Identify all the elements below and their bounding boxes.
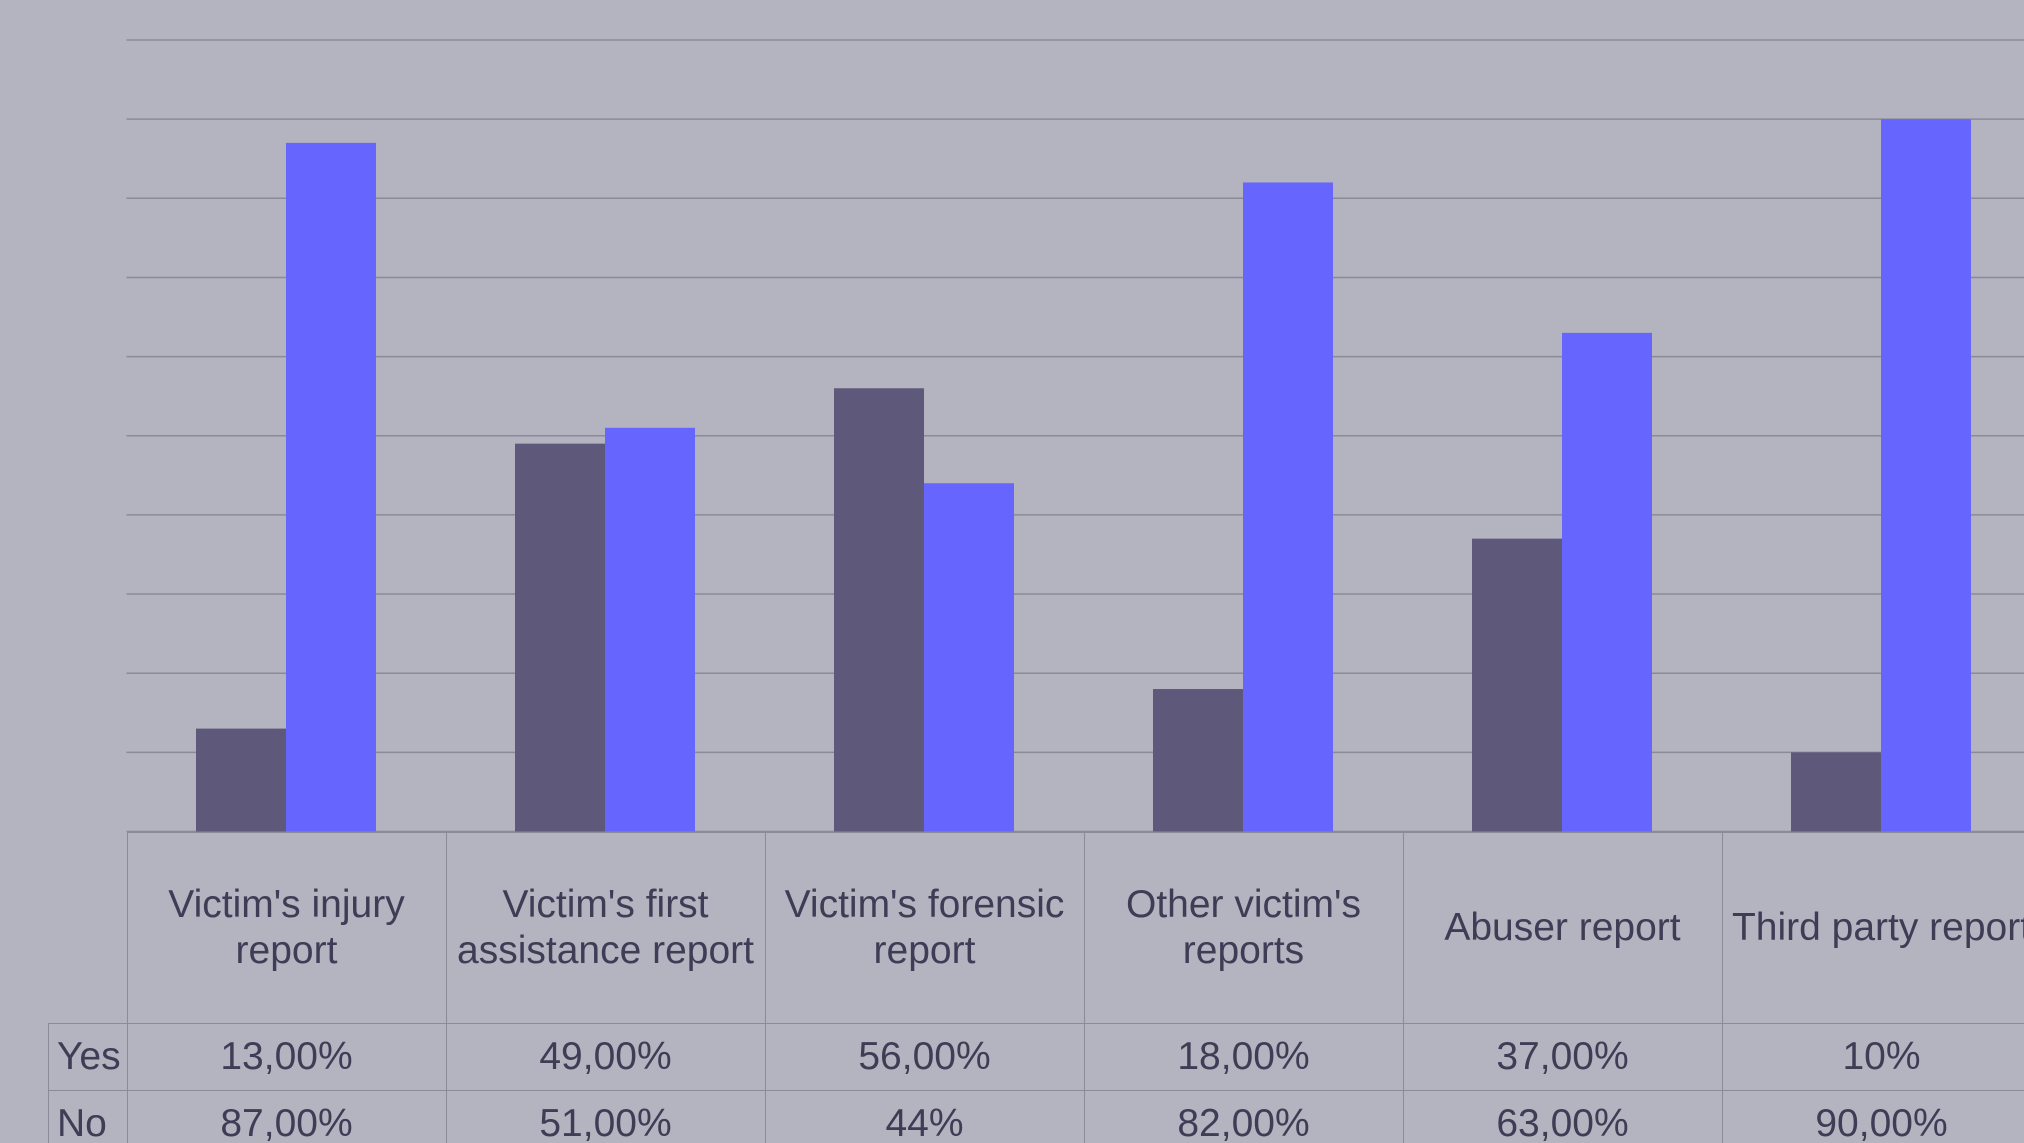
bar xyxy=(834,388,924,832)
category-label: Third party report xyxy=(1721,831,2024,1024)
value-label: 37,00% xyxy=(1402,1022,1723,1091)
category-label: Victim's injury report xyxy=(126,831,447,1024)
bar xyxy=(515,443,605,832)
value-label: 13,00% xyxy=(126,1022,447,1091)
bar xyxy=(1243,182,1333,832)
value-label: 18,00% xyxy=(1083,1022,1404,1091)
bar xyxy=(924,483,1014,832)
legend-label: No xyxy=(48,1089,128,1143)
bar xyxy=(196,728,286,832)
bar xyxy=(1791,752,1881,832)
value-label: 51,00% xyxy=(445,1089,766,1143)
bar xyxy=(1472,538,1562,832)
category-label: Other victim's reports xyxy=(1083,831,1404,1024)
category-label: Victim's first assistance report xyxy=(445,831,766,1024)
value-label: 82,00% xyxy=(1083,1089,1404,1143)
bar xyxy=(1562,332,1652,832)
bar xyxy=(605,427,695,832)
category-label: Victim's forensic report xyxy=(764,831,1085,1024)
value-label: 87,00% xyxy=(126,1089,447,1143)
value-label: 49,00% xyxy=(445,1022,766,1091)
category-label: Abuser report xyxy=(1402,831,1723,1024)
value-label: 63,00% xyxy=(1402,1089,1723,1143)
bar xyxy=(1881,119,1971,832)
bar xyxy=(286,142,376,832)
value-label: 56,00% xyxy=(764,1022,1085,1091)
value-label: 10% xyxy=(1721,1022,2024,1091)
value-label: 90,00% xyxy=(1721,1089,2024,1143)
legend-label: Yes xyxy=(48,1022,128,1091)
value-label: 44% xyxy=(764,1089,1085,1143)
bar xyxy=(1153,689,1243,832)
